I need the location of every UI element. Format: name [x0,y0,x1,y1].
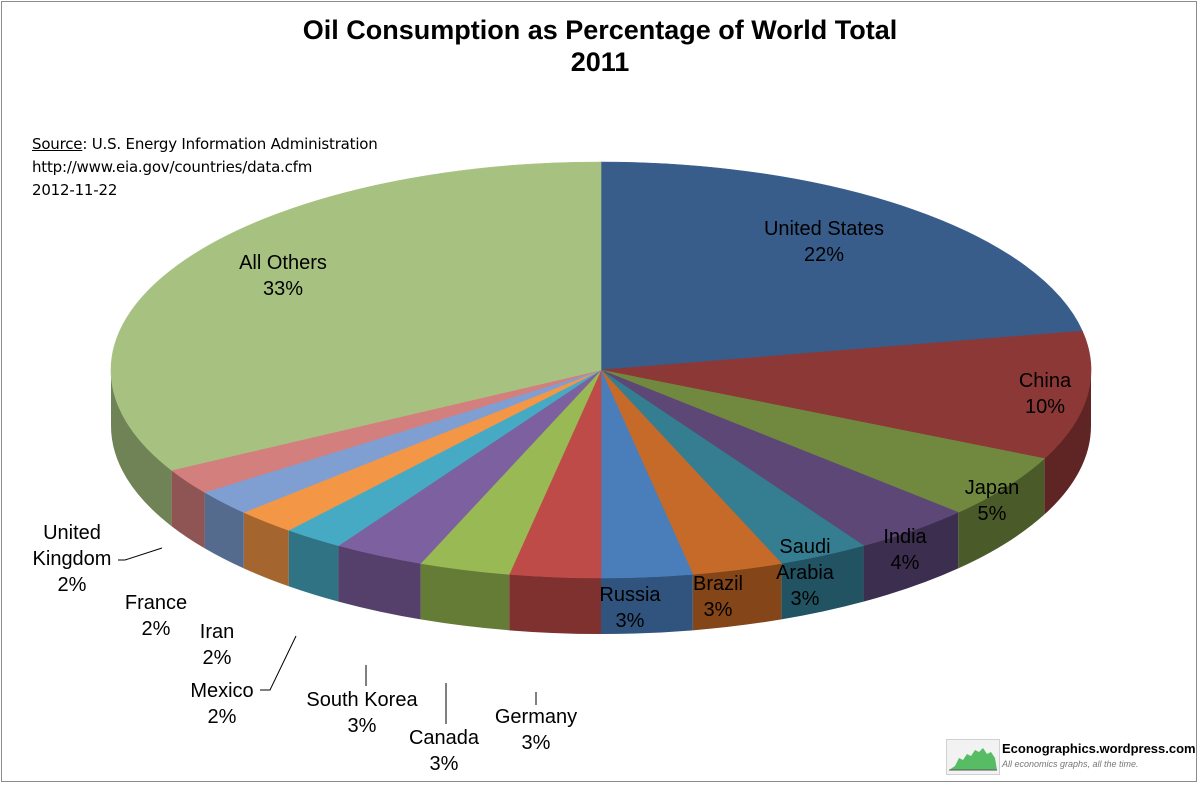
chart-subtitle: 2011 [570,47,630,77]
slice-side-canada [420,563,510,631]
source-prefix: Source [32,135,83,153]
slice-side-iran [243,512,289,587]
slice-side-germany [509,574,601,634]
chart-title: Oil Consumption as Percentage of World T… [302,15,898,45]
slice-label-india: India 4% [883,526,927,574]
slice-side-saudi-arabia [781,545,864,620]
leader-line-united-kingdom [118,547,163,561]
slice-side-south-korea [338,545,421,620]
branding-badge: Econographics.wordpress.com All economic… [946,739,1196,775]
slice-label-saudi-arabia: Saudi Arabia 3% [776,536,835,610]
slice-label-united-kingdom: United Kingdom 2% [33,522,112,596]
brand-name: Econographics.wordpress.com [1002,741,1196,756]
slice-side-brazil [692,563,782,631]
slice-side-india [863,512,959,602]
slice-label-united-states: United States 22% [764,218,884,266]
source-line: Source: U.S. Energy Information Administ… [32,135,378,153]
slice-side-russia [601,574,693,634]
slice-label-all-others: All Others 33% [239,252,327,300]
slice-label-mexico: Mexico 2% [190,680,253,728]
slice-label-russia: Russia 3% [599,584,661,632]
slice-label-france: France 2% [125,592,187,640]
pie-slices [110,161,1092,579]
pie-slice-all-others [110,161,602,471]
slice-side-china [1044,370,1091,515]
source-url: http://www.eia.gov/countries/data.cfm [32,158,313,176]
leader-lines [118,547,537,724]
slice-side-mexico [288,530,339,602]
slice-label-china: China 10% [1019,370,1072,418]
slice-label-germany: Germany 3% [495,706,577,754]
pie-slice-united-states [600,161,1083,371]
slice-side-united-kingdom [171,470,205,549]
pie-slice-japan [600,369,1046,513]
slice-label-japan: Japan 5% [965,477,1020,525]
pie-side-walls [111,370,1091,634]
slice-label-south-korea: South Korea 3% [306,689,418,737]
leader-line-mexico [260,635,297,691]
brand-thumbnail-icon [946,739,1000,775]
pie-slice-china [600,330,1092,459]
slice-label-canada: Canada 3% [409,727,480,775]
slice-labels: United States 22% China 10% Japan 5% India 4% Sa… [33,218,1072,775]
brand-tagline: All economics graphs, all the time. [1002,759,1139,769]
slice-side-france [204,492,244,569]
slice-side-all-others [111,370,172,527]
slice-label-iran: Iran 2% [200,621,234,669]
source-agency: : U.S. Energy Information Administration [82,135,378,153]
slice-side-japan [958,458,1045,569]
source-date: 2012-11-22 [32,181,118,199]
slice-label-brazil: Brazil 3% [693,573,743,621]
